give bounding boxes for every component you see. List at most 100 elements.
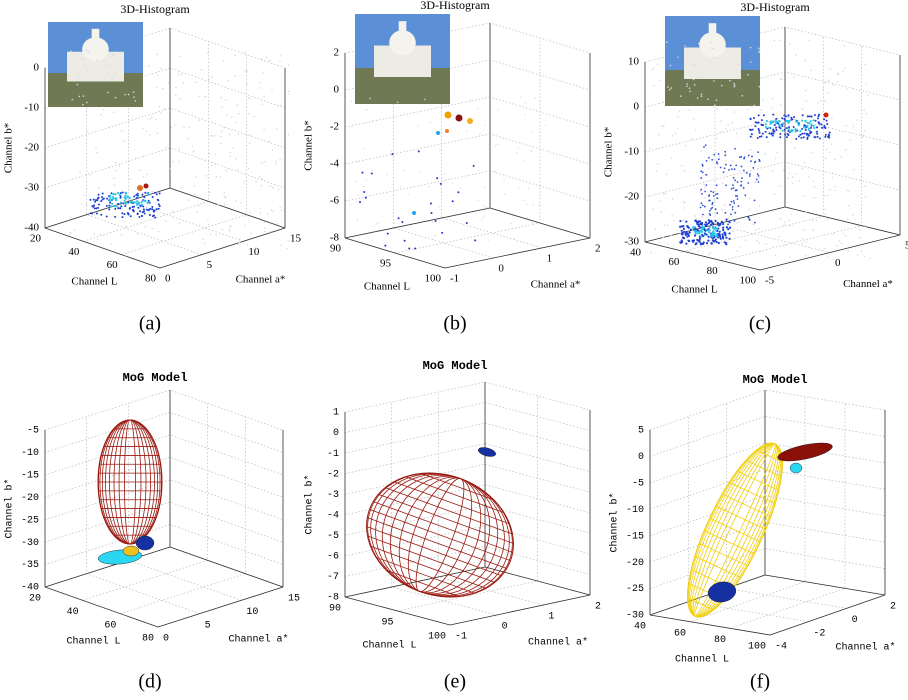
y-tick-label: 10 xyxy=(248,246,259,258)
histogram-dot xyxy=(279,60,281,63)
histogram-dot xyxy=(719,166,722,169)
histogram-dot xyxy=(824,127,827,130)
histogram-dot xyxy=(101,198,104,201)
histogram-dot xyxy=(709,233,713,237)
histogram-dot xyxy=(142,205,145,208)
histogram-dot xyxy=(111,202,114,205)
histogram-dot xyxy=(86,101,88,104)
histogram-dot xyxy=(476,107,479,110)
histogram-dot xyxy=(708,229,711,232)
histogram-dot xyxy=(834,189,836,192)
histogram-dot xyxy=(710,190,712,193)
histogram-dot xyxy=(707,219,710,222)
histogram-dot xyxy=(279,158,281,161)
histogram-dot xyxy=(714,219,717,223)
histogram-dot xyxy=(271,149,274,151)
histogram-dot xyxy=(238,241,241,244)
histogram-dot xyxy=(172,210,174,213)
histogram-dot xyxy=(781,129,784,132)
histogram-dot xyxy=(831,176,834,179)
histogram-dot xyxy=(275,128,278,131)
histogram-dot xyxy=(804,89,807,92)
histogram-dot xyxy=(445,129,449,133)
histogram-dot xyxy=(812,180,815,183)
histogram-dot xyxy=(127,201,130,204)
histogram-dot xyxy=(230,116,233,118)
ellipsoid-parallel xyxy=(373,501,513,553)
histogram-dot xyxy=(131,205,134,208)
histogram-dot xyxy=(259,81,261,84)
histogram-dot xyxy=(143,212,146,215)
histogram-dot xyxy=(110,205,113,208)
histogram-dot xyxy=(178,55,181,58)
histogram-dot xyxy=(369,97,371,100)
histogram-dot xyxy=(722,222,725,226)
histogram-dot xyxy=(747,216,750,219)
histogram-dot xyxy=(165,146,168,149)
histogram-dot xyxy=(217,204,220,206)
histogram-dot xyxy=(733,219,736,222)
histogram-dot xyxy=(795,137,798,140)
histogram-dot xyxy=(534,97,536,99)
histogram-dot xyxy=(823,195,826,197)
histogram-dot xyxy=(180,186,182,189)
ellipsoid-parallel xyxy=(370,545,487,589)
histogram-dot xyxy=(153,214,156,217)
histogram-dot xyxy=(771,97,774,100)
histogram-dot xyxy=(531,222,534,224)
histogram-dot xyxy=(260,184,263,187)
histogram-dot xyxy=(708,194,711,197)
histogram-dot xyxy=(268,140,271,143)
histogram-dot xyxy=(653,67,655,69)
grid-line xyxy=(759,55,901,271)
histogram-dot xyxy=(776,151,778,154)
histogram-dot xyxy=(694,215,696,217)
histogram-dot xyxy=(711,203,714,206)
histogram-dot xyxy=(808,39,811,42)
histogram-dot xyxy=(160,67,162,70)
histogram-dot xyxy=(801,242,804,245)
histogram-dot xyxy=(659,79,661,82)
histogram-dot xyxy=(272,210,274,213)
histogram-dot xyxy=(100,113,102,116)
histogram-dot xyxy=(97,186,100,189)
grid-line xyxy=(397,396,538,612)
ellipsoid xyxy=(122,545,140,557)
histogram-dot xyxy=(520,96,522,98)
histogram-dot xyxy=(784,244,787,247)
histogram-dot xyxy=(198,119,200,121)
z-tick-label: -20 xyxy=(24,142,39,154)
histogram-dot xyxy=(692,118,695,120)
histogram-dot xyxy=(762,98,765,101)
photo-tower xyxy=(708,23,717,34)
histogram-dot xyxy=(705,229,708,232)
histogram-dot xyxy=(812,124,815,127)
histogram-dot xyxy=(864,185,866,187)
histogram-dot xyxy=(110,242,113,245)
histogram-dot xyxy=(773,39,776,42)
z-tick-label: -7 xyxy=(327,572,339,583)
histogram-dot xyxy=(701,227,704,231)
histogram-dot xyxy=(81,58,83,60)
histogram-dot xyxy=(748,218,751,221)
z-tick-label: 0 xyxy=(334,84,340,96)
grid-line xyxy=(391,402,497,616)
histogram-dot xyxy=(771,169,774,172)
axis-edge xyxy=(44,187,171,229)
y-tick-label: 0 xyxy=(502,622,508,633)
histogram-dot xyxy=(223,126,225,129)
histogram-dot xyxy=(749,118,752,121)
histogram-dot xyxy=(801,127,804,130)
histogram-dot xyxy=(685,242,688,245)
histogram-dot xyxy=(157,230,160,233)
histogram-dot xyxy=(707,98,709,100)
y-tick-label: 0 xyxy=(835,257,841,269)
histogram-dot xyxy=(221,130,223,133)
x-tick-label: 80 xyxy=(142,634,154,645)
histogram-dot xyxy=(151,205,154,208)
histogram-dot xyxy=(156,53,159,56)
histogram-dot xyxy=(805,240,807,243)
histogram-dot xyxy=(158,205,161,208)
histogram-dot xyxy=(787,134,790,137)
histogram-dot xyxy=(738,156,741,159)
